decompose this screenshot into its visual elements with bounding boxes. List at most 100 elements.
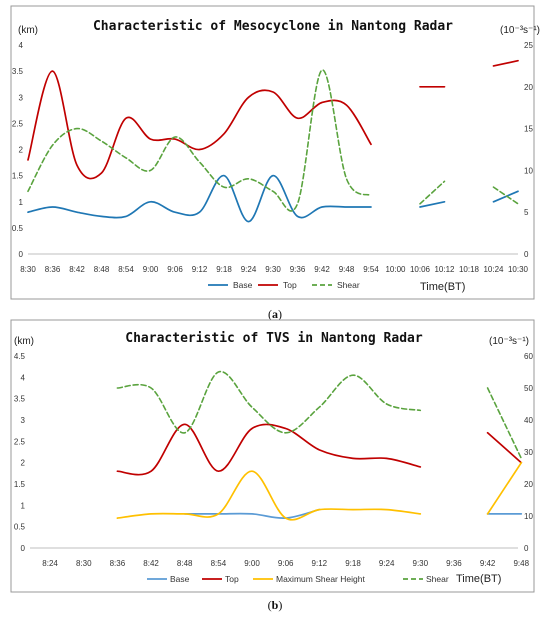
left-tick-label: 3.5 [14, 395, 26, 404]
x-tick-label: 9:30 [413, 559, 429, 568]
x-tick-label: 10:12 [434, 265, 455, 274]
x-tick-label: 9:36 [290, 265, 306, 274]
series-line-maximum-shear-height [486, 461, 523, 515]
chart-title: Characteristic of TVS in Nantong Radar [125, 331, 423, 346]
x-tick-label: 9:42 [314, 265, 330, 274]
left-axis-unit: (km) [14, 336, 34, 347]
time-axis-label: Time(BT) [456, 573, 501, 585]
legend-label: Maximum Shear Height [276, 574, 365, 584]
chart-panel-1: Characteristic of Mesocyclone in Nantong… [10, 5, 540, 321]
right-tick-label: 60 [524, 352, 533, 361]
panel-caption: (a) [268, 307, 282, 321]
left-tick-label: 3.5 [12, 67, 24, 76]
x-tick-label: 8:36 [110, 559, 126, 568]
series-line-shear [492, 186, 519, 205]
legend-label: Top [225, 574, 239, 584]
x-tick-label: 9:42 [480, 559, 496, 568]
right-axis-unit: (10⁻³s⁻¹) [489, 336, 529, 347]
left-axis-unit: (km) [18, 25, 38, 36]
chart-title: Characteristic of Mesocyclone in Nantong… [93, 19, 453, 34]
legend-label: Shear [426, 574, 449, 584]
x-tick-label: 9:12 [312, 559, 328, 568]
right-tick-label: 0 [524, 250, 529, 259]
series-line-maximum-shear-height [116, 470, 422, 521]
x-tick-label: 8:30 [20, 265, 36, 274]
x-tick-label: 9:30 [265, 265, 281, 274]
left-tick-label: 0.5 [12, 224, 24, 233]
left-tick-label: 4 [19, 41, 24, 50]
series-line-base [27, 174, 372, 223]
legend-label: Top [283, 280, 297, 290]
x-tick-label: 10:24 [483, 265, 504, 274]
left-tick-label: 4.5 [14, 352, 26, 361]
time-axis-label: Time(BT) [420, 281, 465, 293]
series-line-base [183, 508, 321, 519]
series-line-shear [27, 69, 372, 212]
x-tick-label: 8:24 [42, 559, 58, 568]
left-tick-label: 0.5 [14, 523, 26, 532]
x-tick-label: 8:54 [118, 265, 134, 274]
x-tick-label: 10:00 [385, 265, 406, 274]
x-tick-label: 10:06 [410, 265, 431, 274]
left-tick-label: 2.5 [12, 119, 24, 128]
x-tick-label: 9:48 [513, 559, 529, 568]
series-line-shear [419, 180, 446, 205]
series-line-top [116, 423, 422, 476]
x-tick-label: 9:00 [244, 559, 260, 568]
right-tick-label: 30 [524, 448, 533, 457]
right-tick-label: 25 [524, 41, 533, 50]
x-tick-label: 9:36 [446, 559, 462, 568]
right-tick-label: 20 [524, 83, 533, 92]
legend-label: Base [233, 280, 253, 290]
right-tick-label: 50 [524, 384, 533, 393]
x-tick-label: 9:06 [278, 559, 294, 568]
left-tick-label: 3 [21, 416, 26, 425]
chart-frame [10, 319, 535, 593]
x-tick-label: 9:24 [241, 265, 257, 274]
x-tick-label: 9:48 [339, 265, 355, 274]
right-axis-unit: (10⁻³s⁻¹) [500, 25, 540, 36]
x-tick-label: 8:48 [94, 265, 110, 274]
x-tick-label: 9:24 [379, 559, 395, 568]
left-tick-label: 4 [21, 373, 26, 382]
right-tick-label: 0 [524, 544, 529, 553]
chart-panel-2: Characteristic of TVS in Nantong Radar (k… [10, 319, 535, 612]
legend-label: Shear [337, 280, 360, 290]
left-tick-label: 1 [19, 198, 24, 207]
panel-caption: (b) [268, 598, 283, 612]
left-tick-label: 0 [21, 544, 26, 553]
x-tick-label: 8:54 [211, 559, 227, 568]
x-tick-label: 9:18 [216, 265, 232, 274]
series-line-base [492, 190, 519, 203]
chart-frame [10, 5, 535, 300]
series-line-top [486, 431, 523, 464]
left-tick-label: 1.5 [14, 480, 26, 489]
left-tick-label: 3 [19, 93, 24, 102]
right-tick-label: 20 [524, 480, 533, 489]
x-tick-label: 9:54 [363, 265, 379, 274]
x-tick-label: 8:30 [76, 559, 92, 568]
legend-label: Base [170, 574, 190, 584]
series-line-shear [486, 387, 523, 460]
x-tick-label: 8:42 [69, 265, 85, 274]
left-tick-label: 0 [19, 250, 24, 259]
right-tick-label: 10 [524, 512, 533, 521]
x-tick-label: 9:18 [345, 559, 361, 568]
right-tick-label: 15 [524, 125, 533, 134]
x-tick-label: 8:42 [143, 559, 159, 568]
left-tick-label: 2 [21, 459, 26, 468]
left-tick-label: 1 [21, 501, 26, 510]
x-tick-label: 10:18 [459, 265, 480, 274]
x-tick-label: 9:12 [192, 265, 208, 274]
left-tick-label: 2 [19, 146, 24, 155]
series-line-base [419, 200, 446, 208]
left-tick-label: 1.5 [12, 172, 24, 181]
x-tick-label: 10:30 [508, 265, 529, 274]
series-line-top [492, 59, 519, 67]
series-line-shear [116, 371, 422, 434]
x-tick-label: 8:36 [45, 265, 61, 274]
x-tick-label: 9:00 [143, 265, 159, 274]
right-tick-label: 10 [524, 166, 533, 175]
right-tick-label: 5 [524, 208, 529, 217]
